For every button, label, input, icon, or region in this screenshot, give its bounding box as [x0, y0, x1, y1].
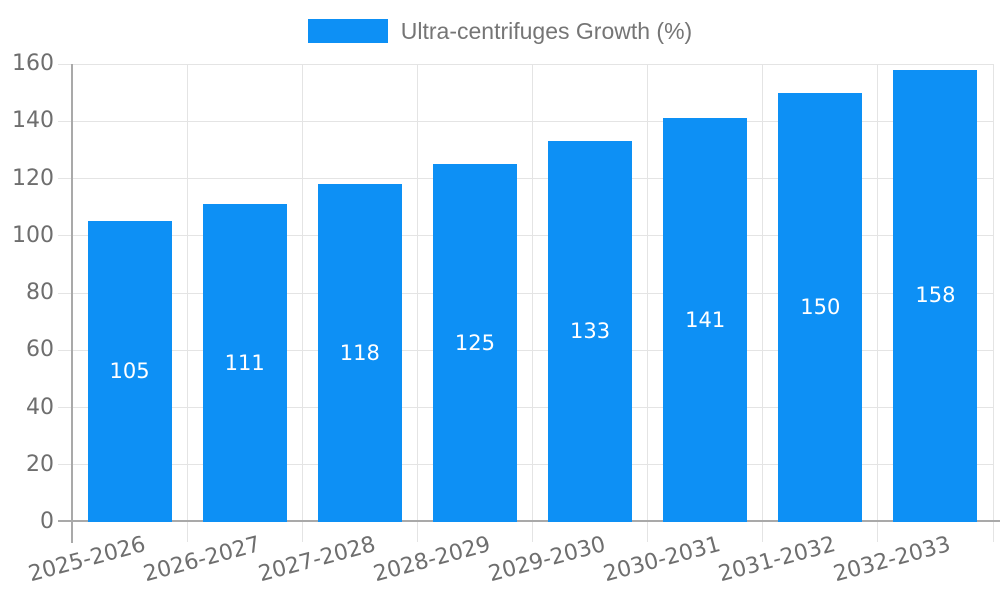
gridline-vertical	[992, 64, 994, 542]
bar-value-label: 125	[454, 330, 495, 355]
y-axis-line	[71, 64, 73, 543]
y-tick-label: 80	[26, 280, 54, 305]
bar-2028-2029: 125	[432, 164, 517, 522]
bar-value-label: 111	[224, 350, 265, 375]
gridline-horizontal	[58, 63, 993, 65]
y-tick-label: 100	[12, 222, 54, 248]
gridline-vertical	[877, 64, 879, 542]
gridline-vertical	[532, 64, 533, 542]
x-axis-line	[58, 520, 1000, 522]
bar-2032-2033: 158	[893, 69, 978, 522]
gridline-horizontal	[58, 178, 993, 179]
gridline-horizontal	[58, 349, 993, 351]
gridline-horizontal	[58, 407, 993, 408]
bar-2029-2030: 133	[548, 141, 633, 522]
bar-2026-2027: 111	[202, 204, 287, 522]
plot-area: 105 111 118 125 133 141 150 158	[58, 63, 1000, 543]
gridline-horizontal	[58, 235, 993, 237]
gridline-horizontal	[58, 120, 993, 122]
gridline-horizontal	[58, 292, 993, 294]
bar-value-label: 158	[915, 283, 956, 308]
bar-value-label: 141	[685, 307, 726, 332]
y-tick-label: 60	[26, 337, 54, 363]
bar-value-label: 105	[109, 359, 150, 384]
gridline-horizontal	[58, 464, 993, 466]
y-tick-label: 140	[12, 108, 54, 134]
bar-2025-2026: 105	[87, 221, 172, 522]
legend-swatch	[307, 19, 388, 43]
gridline-vertical	[416, 64, 418, 542]
y-axis-labels: 0 20 40 60 80 100 120 140 160	[0, 51, 54, 534]
gridline-vertical	[186, 64, 188, 542]
y-tick-label: 0	[40, 509, 54, 534]
legend: Ultra-centrifuges Growth (%)	[0, 12, 1000, 50]
bar-2031-2032: 150	[778, 92, 863, 522]
gridline-vertical	[647, 64, 649, 542]
gridline-vertical	[301, 64, 303, 542]
y-tick-label: 20	[26, 451, 54, 477]
y-tick-label: 120	[12, 165, 54, 191]
bar-value-label: 118	[339, 340, 380, 365]
y-tick-label: 160	[12, 51, 54, 76]
y-tick-label: 40	[26, 394, 54, 420]
bar-2027-2028: 118	[317, 184, 402, 522]
bar-value-label: 133	[570, 319, 611, 344]
legend-label: Ultra-centrifuges Growth (%)	[400, 17, 693, 44]
x-axis-labels: 2025-2026 2026-2027 2027-2028 2028-2029 2029…	[25, 530, 993, 600]
gridline-vertical	[762, 64, 764, 542]
bar-value-label: 150	[800, 294, 841, 319]
bar-2030-2031: 141	[663, 118, 748, 522]
